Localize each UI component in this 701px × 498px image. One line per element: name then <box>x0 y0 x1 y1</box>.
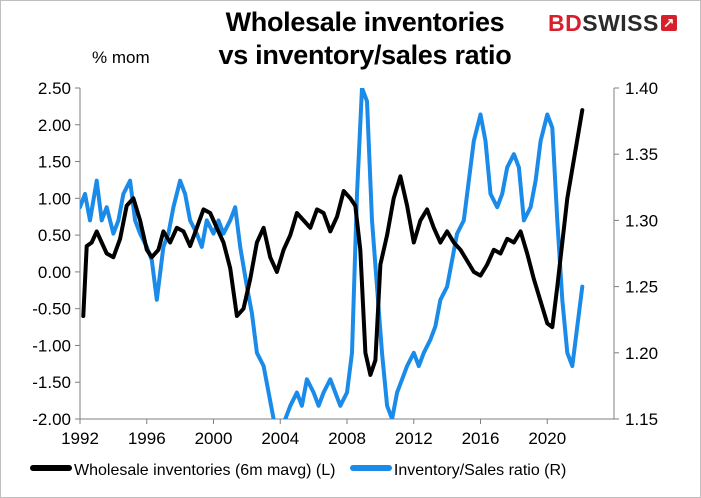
brand-logo: BDSWISS ↗ <box>548 10 677 37</box>
right-tick-label: 1.35 <box>625 145 658 164</box>
legend-label-ratio: Inventory/Sales ratio (R) <box>393 462 567 479</box>
x-tick-label: 2016 <box>462 429 500 448</box>
right-tick-label: 1.20 <box>625 344 658 363</box>
x-tick-label: 2020 <box>528 429 566 448</box>
arrow-icon: ↗ <box>660 15 677 31</box>
legend-item-inventories: Wholesale inventories (6m mavg) (L) <box>30 462 335 480</box>
left-axis-unit: % mom <box>92 48 150 67</box>
logo-part-2: SWISS <box>582 10 659 36</box>
x-tick-label: 2004 <box>261 429 299 448</box>
chart-legend: Wholesale inventories (6m mavg) (L) Inve… <box>30 462 576 480</box>
left-tick-label: 0.50 <box>38 226 71 245</box>
x-tick-label: 1996 <box>128 429 166 448</box>
left-tick-label: -1.50 <box>32 373 71 392</box>
right-tick-label: 1.40 <box>625 79 658 98</box>
legend-swatch-ratio <box>349 465 392 471</box>
right-tick-label: 1.30 <box>625 211 658 230</box>
x-tick-label: 1992 <box>61 429 99 448</box>
series-line-inventories <box>81 108 585 377</box>
left-tick-label: 0.00 <box>38 263 71 282</box>
legend-item-ratio: Inventory/Sales ratio (R) <box>349 462 567 480</box>
left-tick-label: -0.50 <box>32 300 71 319</box>
x-tick-label: 2012 <box>395 429 433 448</box>
left-tick-label: 1.00 <box>38 189 71 208</box>
x-tick-label: 2008 <box>328 429 366 448</box>
legend-swatch-inventories <box>30 465 72 471</box>
logo-part-1: BD <box>548 10 583 36</box>
left-tick-label: -2.00 <box>32 410 71 429</box>
left-tick-label: 2.50 <box>38 79 71 98</box>
legend-label-inventories: Wholesale inventories (6m mavg) (L) <box>74 462 336 479</box>
right-tick-label: 1.15 <box>625 410 658 429</box>
left-tick-label: 1.50 <box>38 153 71 172</box>
title-line-2: vs inventory/sales ratio <box>218 40 512 70</box>
chart-title: Wholesale inventories vs inventory/sales… <box>150 6 580 72</box>
left-tick-label: 2.00 <box>38 116 71 135</box>
x-tick-label: 2000 <box>195 429 233 448</box>
right-tick-label: 1.25 <box>625 278 658 297</box>
title-line-1: Wholesale inventories <box>225 7 505 37</box>
left-tick-label: -1.00 <box>32 336 71 355</box>
series-line-ratio <box>80 88 585 419</box>
